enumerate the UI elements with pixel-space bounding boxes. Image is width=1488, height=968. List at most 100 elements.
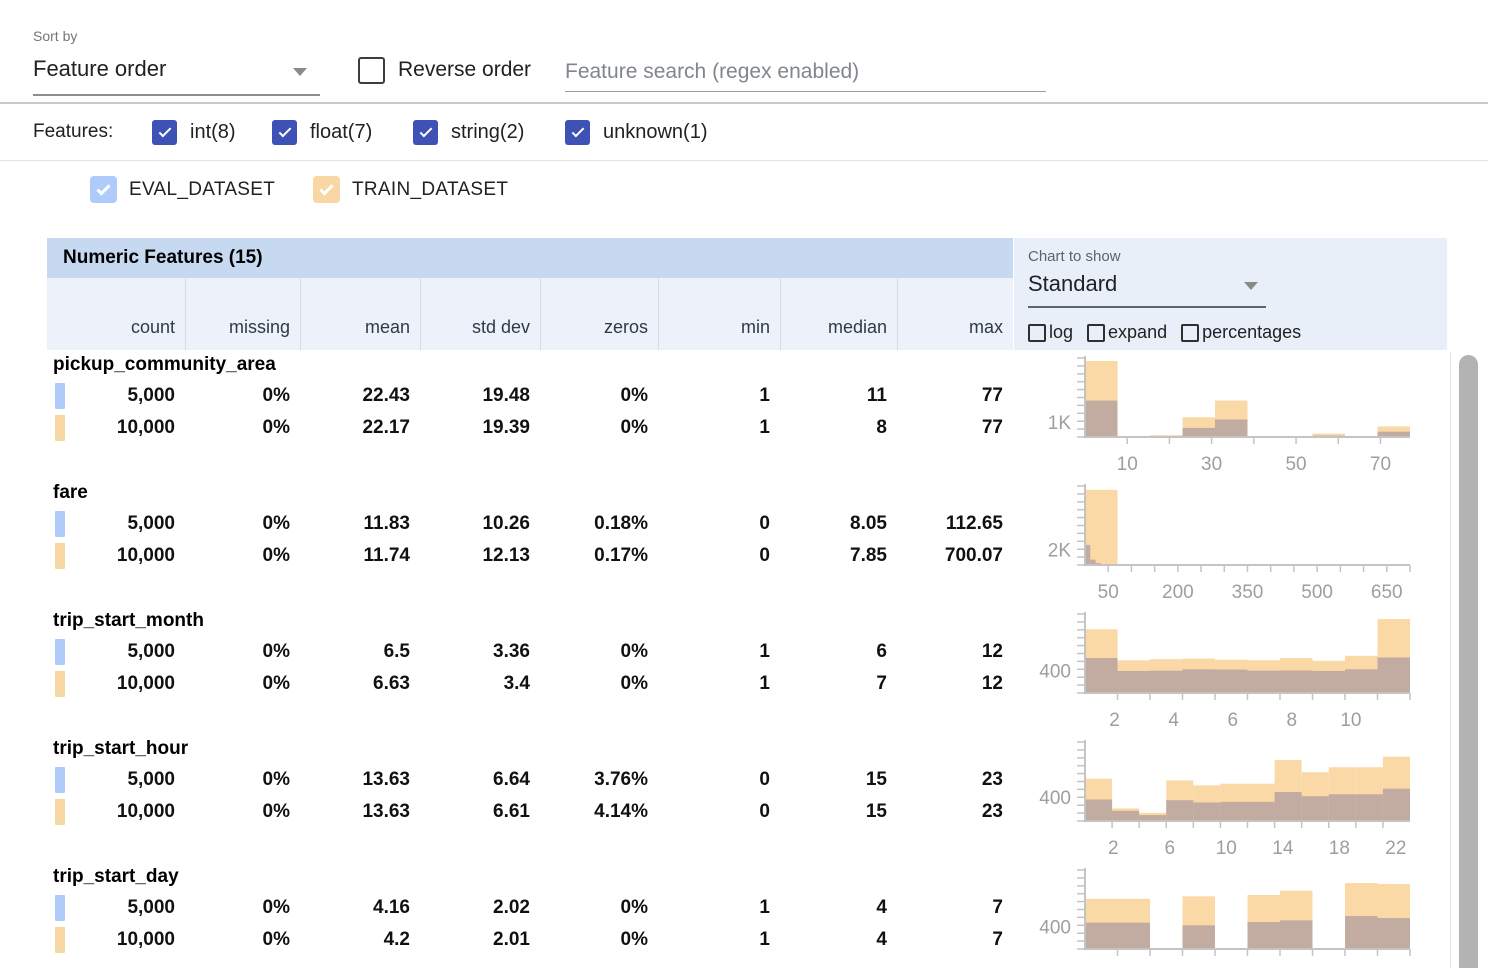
stat-value-median: 7.85 [850,545,887,566]
check-icon [96,180,111,196]
stat-value-mean: 22.43 [362,385,410,406]
dataset-checkbox[interactable] [90,176,117,203]
histogram-fare: 2K 50 200 350 500 650 [1048,484,1411,603]
chevron-down-icon[interactable] [293,68,307,76]
stat-value-min: 1 [759,929,770,950]
stat-value-min: 1 [759,385,770,406]
vertical-scrollbar-thumb[interactable] [1459,355,1478,968]
log-checkbox[interactable] [1028,323,1046,342]
stat-value-median: 8 [876,417,887,438]
chart-type-dropdown[interactable]: Standard [1028,271,1118,296]
dataset-color-swatch [55,895,65,921]
stat-value-std-dev: 19.39 [482,417,530,438]
histogram-trip_start_month: 400 2 4 6 8 10 [1039,612,1411,731]
stat-value-std-dev: 10.26 [482,513,530,534]
filter-label: string(2) [451,121,525,143]
check-icon [319,180,334,196]
x-tick-label: 6 [1164,838,1175,859]
stat-row-eval_dataset: 5,000 0% 6.5 3.36 0% 1 6 12 [47,636,1013,668]
stat-value-count: 10,000 [116,417,175,438]
chart-to-show-label: Chart to show [1028,248,1121,265]
stat-row-train_dataset: 10,000 0% 11.74 12.13 0.17% 0 7.85 700.07 [47,540,1013,572]
stat-value-zeros: 0% [620,417,648,438]
chart-controls-panel: Chart to show Standard log expand percenta… [1014,238,1447,350]
x-tick-label: 500 [1301,582,1333,603]
x-tick-label: 30 [1201,454,1222,475]
stat-value-mean: 11.83 [363,513,411,534]
y-axis-label: 400 [1039,788,1071,809]
chevron-down-icon[interactable] [1244,282,1258,290]
reverse-order-checkbox[interactable] [358,57,385,84]
checkbox-checked-icon[interactable] [413,120,438,145]
stat-value-mean: 11.74 [363,545,411,566]
stat-value-median: 6 [876,641,887,662]
stat-value-std-dev: 2.02 [493,897,530,918]
stat-value-count: 5,000 [127,897,175,918]
percentages-checkbox[interactable] [1181,323,1200,342]
checkbox-checked-icon[interactable] [565,120,590,145]
column-header-median: median [780,278,897,350]
feature-block-trip_start_day: trip_start_day 5,000 0% 4.16 2.02 0% 1 4 7 10,000… [47,862,1013,968]
stat-value-count: 10,000 [116,929,175,950]
y-axis-label: 2K [1048,541,1072,562]
stat-row-train_dataset: 10,000 0% 4.2 2.01 0% 1 4 7 [47,924,1013,956]
stat-value-count: 5,000 [127,769,175,790]
stat-value-max: 12 [981,673,1003,694]
stat-value-std-dev: 2.01 [493,929,530,950]
stat-value-mean: 13.63 [362,769,410,790]
stat-value-min: 1 [759,897,770,918]
stat-value-missing: 0% [262,641,290,662]
checkbox-checked-icon[interactable] [272,120,297,145]
feature-name: trip_start_hour [53,738,189,759]
stat-value-missing: 0% [262,897,290,918]
stat-row-train_dataset: 10,000 0% 6.63 3.4 0% 1 7 12 [47,668,1013,700]
sort-by-dropdown[interactable]: Feature order [33,56,167,81]
dataset-color-swatch [55,639,65,665]
checkbox-checked-icon[interactable] [152,120,177,145]
expand-checkbox[interactable] [1087,323,1106,342]
dataset-checkbox[interactable] [313,176,340,203]
filter-divider [0,160,1488,161]
stat-value-zeros: 0% [620,929,648,950]
x-tick-label: 200 [1162,582,1194,603]
stat-value-count: 5,000 [127,513,175,534]
stat-value-min: 1 [759,673,770,694]
stat-value-zeros: 0% [620,673,648,694]
feature-block-fare: fare 5,000 0% 11.83 10.26 0.18% 0 8.05 112.65 10,… [47,478,1013,606]
feature-search-input[interactable] [565,52,1046,92]
chart-toggle-row: log expand percentages [1028,322,1315,343]
chart-dropdown-underline [1028,306,1266,308]
stat-value-mean: 6.63 [373,673,410,694]
filter-label: int(8) [190,121,236,143]
stat-value-zeros: 3.76% [594,769,648,790]
stat-value-mean: 4.16 [373,897,410,918]
features-filter-label: Features: [33,121,114,142]
feature-name: trip_start_day [53,866,179,887]
feature-name: pickup_community_area [53,354,276,375]
percentages-checkbox-label: percentages [1202,322,1302,342]
stat-value-max: 7 [992,929,1003,950]
column-header-zeros: zeros [540,278,658,350]
x-tick-label: 2 [1108,838,1119,859]
stat-value-count: 10,000 [116,801,175,822]
stat-value-std-dev: 19.48 [482,385,530,406]
stat-value-max: 77 [981,417,1003,438]
toolbar-divider [0,102,1488,104]
column-header-max: max [897,278,1013,350]
stat-value-max: 700.07 [944,545,1003,566]
stat-value-missing: 0% [262,769,290,790]
histogram-trip_start_day: 400 [1039,868,1411,956]
feature-block-trip_start_month: trip_start_month 5,000 0% 6.5 3.36 0% 1 6 12 10,0… [47,606,1013,734]
stat-value-min: 0 [759,513,770,534]
dataset-color-swatch [55,415,65,441]
y-axis-label: 1K [1048,413,1072,434]
sort-by-underline [33,94,320,96]
stat-value-std-dev: 12.13 [482,545,530,566]
stat-value-max: 77 [981,385,1003,406]
x-tick-label: 650 [1371,582,1403,603]
check-icon [419,124,432,138]
x-tick-label: 18 [1329,838,1350,859]
x-tick-label: 2 [1109,710,1120,731]
column-header-missing: missing [185,278,300,350]
